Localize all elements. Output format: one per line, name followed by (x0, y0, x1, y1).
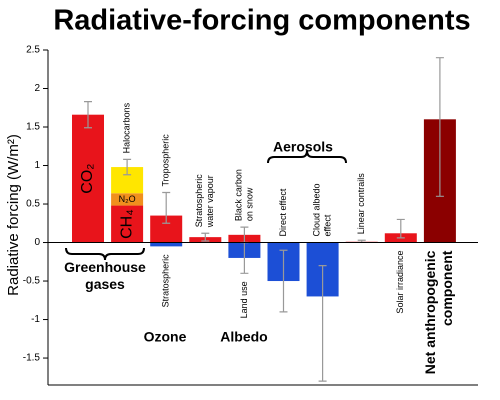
y-tick-label: 1 (34, 160, 40, 171)
segment-label: Land use (239, 281, 249, 318)
error-bar (162, 191, 171, 224)
y-tick-label: -0.5 (23, 276, 41, 287)
segment-label: water vapour (205, 175, 215, 228)
chart-title: Radiative-forcing components (53, 5, 470, 37)
segment-label: Stratospheric (161, 254, 171, 308)
y-tick-label: -1 (31, 314, 40, 325)
bar-segment (111, 205, 144, 243)
error-bar (357, 239, 366, 243)
segment-label: Direct effect (278, 188, 288, 236)
segment-label: Net anthropogenic (422, 250, 438, 374)
segment-label: Black carbon (233, 169, 243, 221)
segment-label: Tropospheric (161, 134, 171, 187)
group-label: Greenhouse (64, 259, 146, 275)
group-brace (65, 247, 145, 261)
segment-label: N₂O (119, 194, 136, 204)
group-label: Albedo (220, 329, 267, 345)
error-bar (123, 158, 132, 176)
group-label: Aerosols (273, 139, 333, 155)
group-brace (267, 150, 347, 164)
segment-label: effect (322, 214, 332, 236)
bar-segment (72, 114, 104, 243)
y-tick-label: 2.5 (26, 45, 40, 56)
y-tick-label: 0 (34, 237, 40, 248)
error-bar (279, 249, 288, 313)
y-tick-label: 2 (34, 83, 40, 94)
error-bar (318, 265, 327, 382)
group-label: gases (85, 276, 125, 292)
segment-label: component (439, 250, 455, 326)
error-bar (201, 232, 210, 242)
bar-segment (150, 242, 183, 247)
segment-label: CO₂ (79, 163, 96, 193)
segment-label: Cloud albedo (311, 183, 321, 236)
segment-label: Solar irradiance (395, 251, 405, 314)
segment-label: Linear contrails (356, 173, 366, 235)
y-tick-label: 0.5 (26, 199, 40, 210)
group-label: Ozone (144, 329, 187, 345)
error-bar (84, 100, 92, 129)
error-bar (435, 57, 444, 197)
segment-label: Stratospheric (194, 174, 204, 228)
bar-segment (111, 193, 144, 206)
segment-label: Halocarbons (121, 102, 131, 153)
y-tick-label: -1.5 (23, 353, 41, 364)
y-tick-label: 1.5 (26, 122, 40, 133)
segment-label: on snow (244, 187, 254, 221)
segment-label: CH₄ (118, 209, 135, 239)
error-bar (396, 218, 405, 239)
y-axis-label: Radiative forcing (W/m²) (5, 134, 22, 296)
